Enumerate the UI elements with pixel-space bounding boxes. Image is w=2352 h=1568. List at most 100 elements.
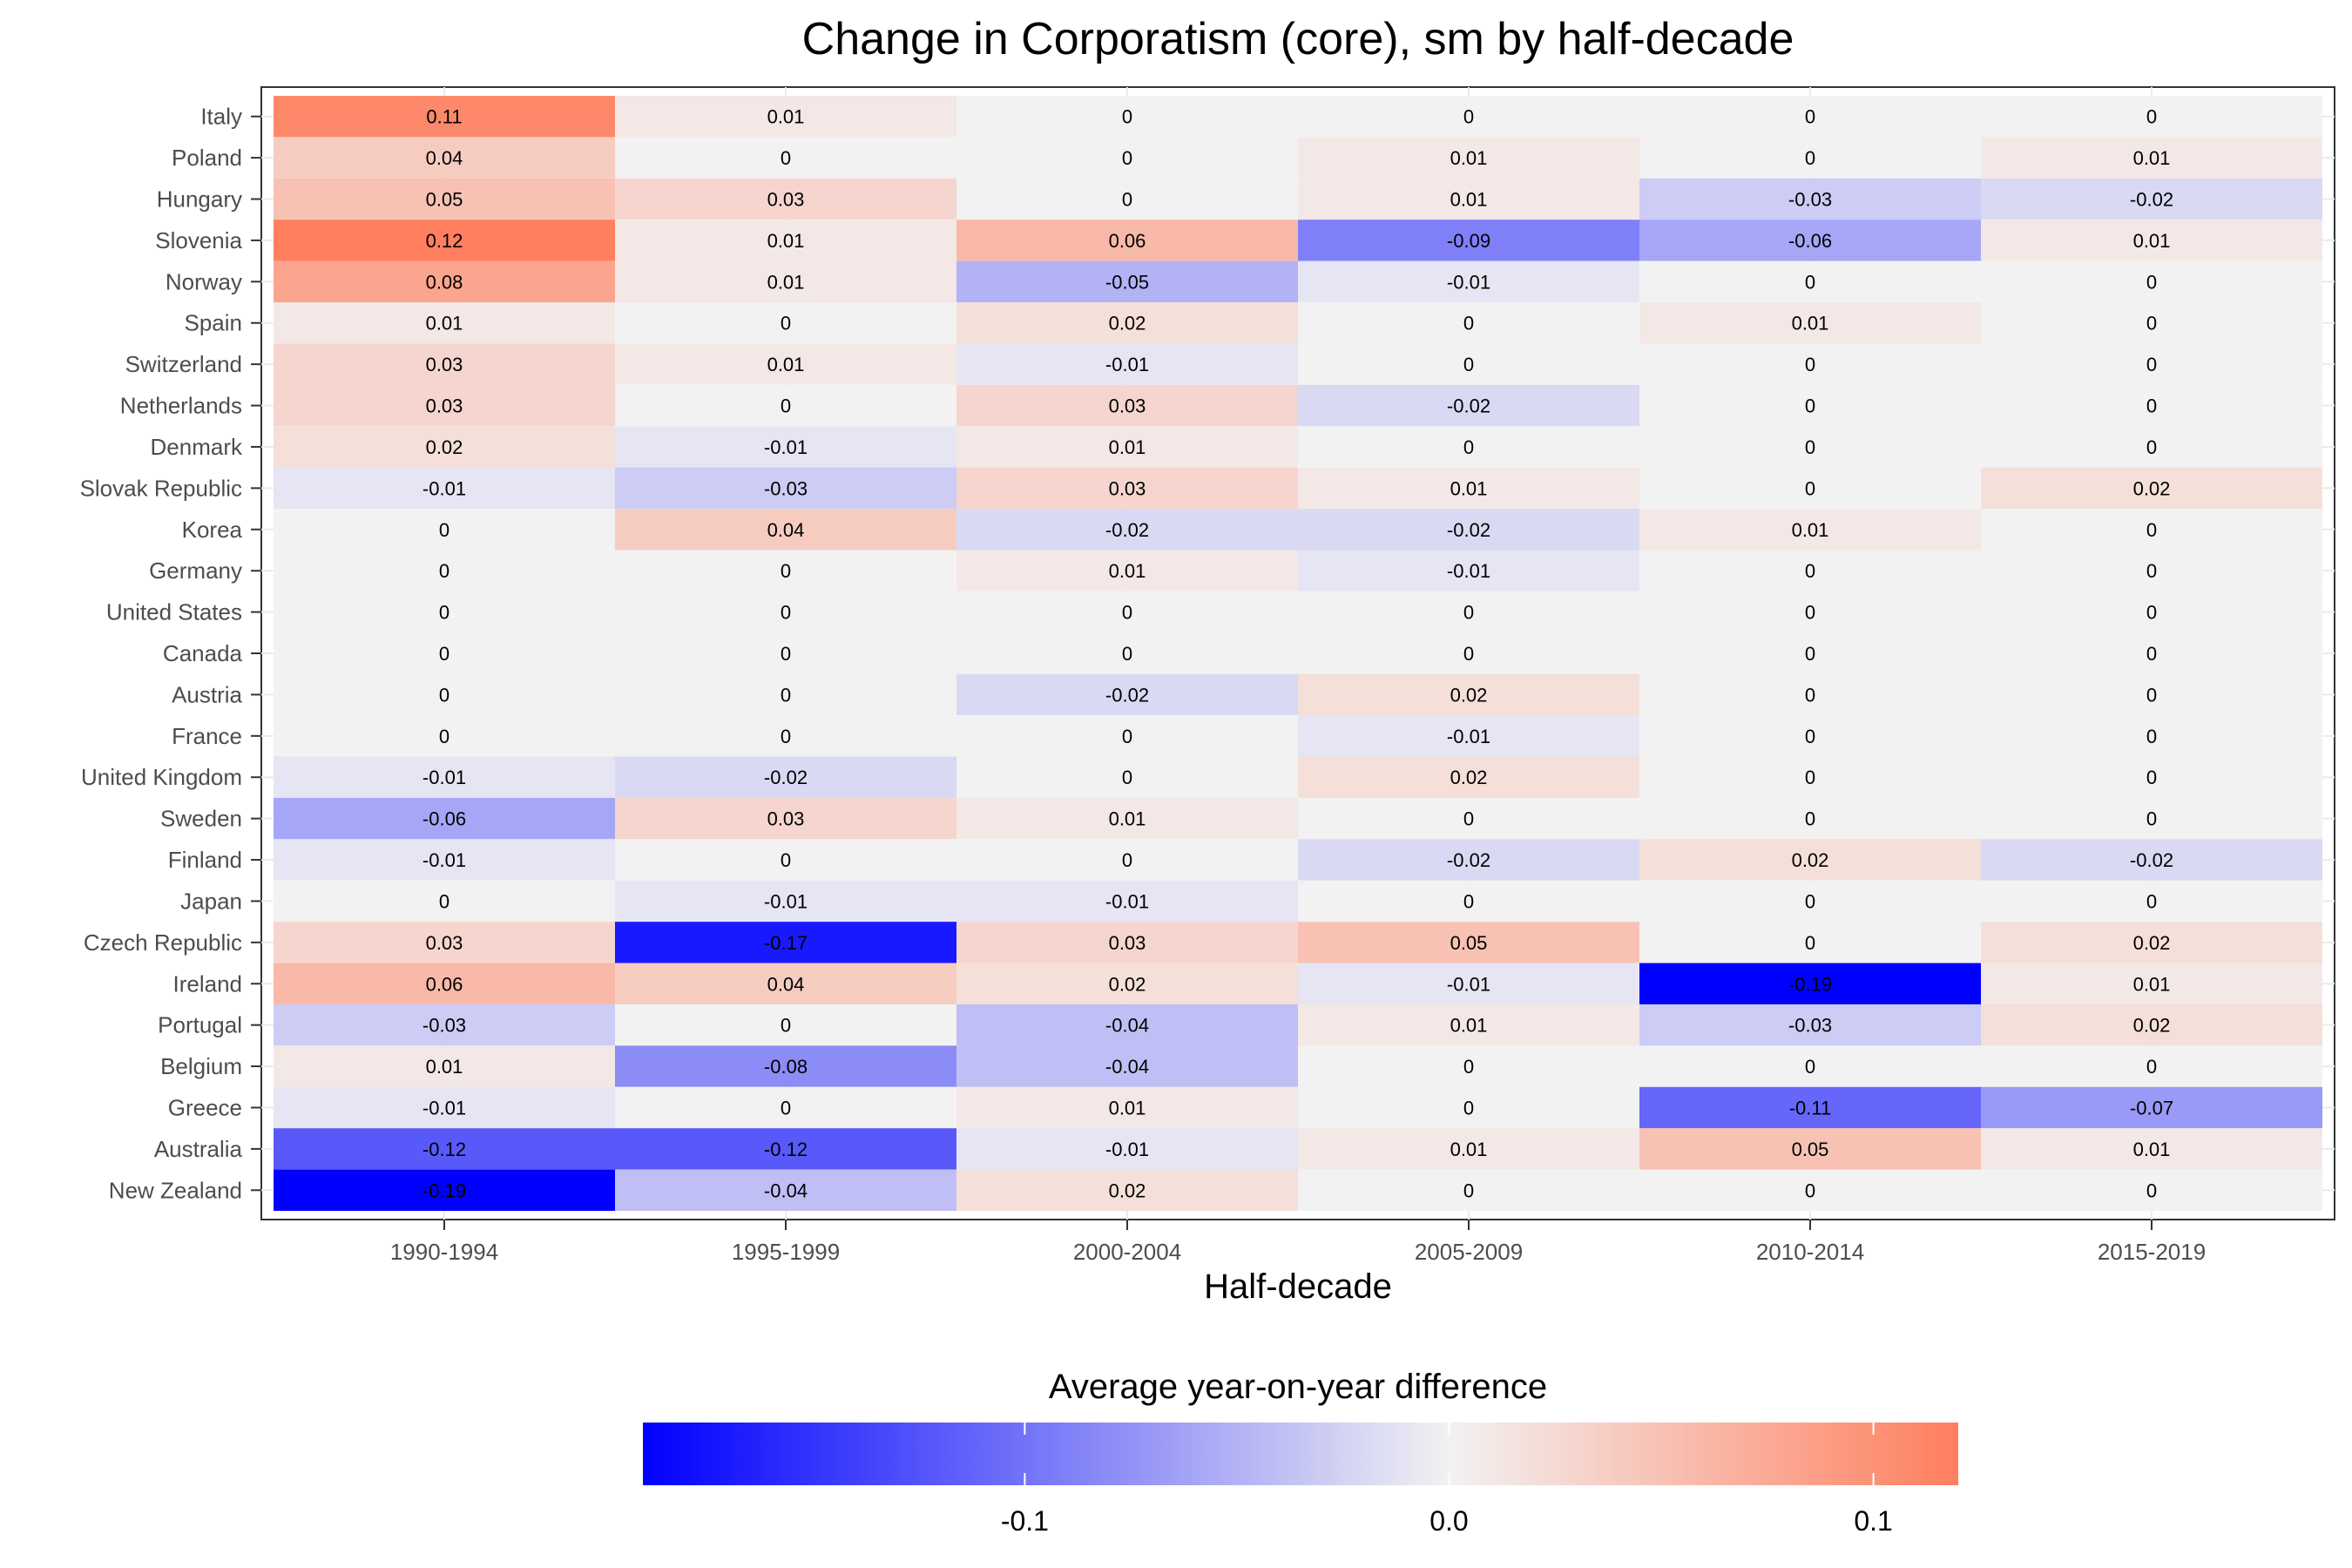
y-tick-label: Korea (182, 517, 243, 543)
heatmap-cell (615, 880, 956, 923)
cell-value-label: 0.01 (1792, 313, 1829, 335)
heatmap-cell (1981, 1045, 2322, 1087)
heatmap-cell (615, 591, 956, 633)
cell-value-label: -0.07 (2130, 1097, 2173, 1119)
cell-value-label: 0 (1805, 932, 1815, 954)
heatmap-cell (1981, 632, 2322, 674)
heatmap-cell (1298, 467, 1639, 510)
cell-value-label: 0.01 (767, 271, 805, 293)
heatmap-cell (956, 880, 1298, 923)
heatmap-cell (956, 137, 1298, 179)
heatmap-cell (1639, 137, 1981, 179)
heatmap-cell (956, 343, 1298, 385)
heatmap-cell (615, 1169, 956, 1211)
cell-value-label: 0.11 (426, 106, 462, 128)
cell-value-label: -0.01 (1447, 726, 1490, 747)
heatmap-cell (1981, 591, 2322, 633)
heatmap-cell (1981, 220, 2322, 261)
cell-value-label: 0.01 (767, 230, 805, 252)
heatmap-cell (1298, 550, 1639, 591)
cell-value-label: 0 (2146, 808, 2157, 830)
cell-value-label: -0.17 (764, 932, 808, 954)
cell-value-label: 0 (1805, 726, 1815, 747)
y-tick-label: Hungary (157, 186, 242, 213)
cell-value-label: 0.01 (1450, 147, 1488, 169)
heatmap-cell (1639, 509, 1981, 551)
heatmap-cell (956, 550, 1298, 591)
heatmap-cell (615, 260, 956, 303)
cell-value-label: 0 (439, 643, 449, 665)
legend-title: Average year-on-year difference (1049, 1368, 1547, 1406)
heatmap-cell (1639, 426, 1981, 468)
heatmap-cell (1298, 220, 1639, 261)
x-tick-label: 2010-2014 (1756, 1239, 1864, 1265)
heatmap-cell (956, 1004, 1298, 1046)
heatmap-cell (274, 715, 615, 757)
cell-value-label: 0.01 (1450, 189, 1488, 211)
cell-value-label: 0 (1463, 890, 1474, 912)
cell-value-label: 0 (1805, 147, 1815, 169)
cell-value-label: 0 (1463, 354, 1474, 375)
heatmap-cell (1639, 384, 1981, 427)
cell-value-label: 0.01 (2133, 230, 2171, 252)
heatmap-cell (1298, 1169, 1639, 1211)
heatmap-cell (1298, 343, 1639, 385)
cell-value-label: 0.02 (426, 436, 463, 458)
heatmap-cell (1639, 839, 1981, 881)
y-tick-label: Greece (168, 1094, 242, 1120)
cell-value-label: 0 (2146, 643, 2157, 665)
cell-value-label: -0.03 (1788, 189, 1832, 211)
heatmap-cell (274, 1004, 615, 1046)
heatmap-cell (1639, 302, 1981, 344)
y-tick-label: Finland (168, 847, 242, 873)
heatmap-cell (274, 509, 615, 551)
cell-value-label: 0 (1805, 354, 1815, 375)
cell-value-label: 0.01 (1109, 560, 1146, 582)
cell-value-label: 0.01 (1450, 1139, 1488, 1160)
x-tick-label: 2005-2009 (1415, 1239, 1523, 1265)
legend-tick-label: 0.1 (1854, 1505, 1892, 1537)
heatmap-cell (615, 96, 956, 138)
cell-value-label: 0.03 (767, 808, 805, 830)
cell-value-label: 0 (1122, 643, 1132, 665)
cell-value-label: 0 (1805, 436, 1815, 458)
heatmap-cell (1639, 220, 1981, 261)
cell-value-label: 0 (1805, 106, 1815, 128)
y-tick-label: Japan (180, 888, 242, 914)
cell-value-label: 0 (781, 684, 791, 706)
cell-value-label: 0.12 (426, 230, 463, 252)
cell-value-label: 0.02 (2133, 477, 2171, 499)
cell-value-label: 0 (1122, 602, 1132, 624)
cell-value-label: -0.01 (764, 436, 808, 458)
heatmap-cell (1639, 673, 1981, 716)
heatmap-cell (1639, 96, 1981, 138)
cell-value-label: 0.03 (1109, 932, 1146, 954)
color-legend: Average year-on-year difference -0.1 0.0 0… (643, 1368, 1958, 1537)
heatmap-cell (615, 220, 956, 261)
cell-value-label: 0 (1122, 106, 1132, 128)
x-tick-label: 2015-2019 (2098, 1239, 2206, 1265)
heatmap-cell (1639, 550, 1981, 591)
cell-value-label: -0.09 (1447, 230, 1490, 252)
cell-value-label: 0 (1805, 271, 1815, 293)
heatmap-cell (1981, 384, 2322, 427)
heatmap-cell (1981, 715, 2322, 757)
heatmap-cell (1981, 96, 2322, 138)
heatmap-cell (1298, 137, 1639, 179)
cell-value-label: 0.08 (426, 271, 463, 293)
heatmap-cell (615, 343, 956, 385)
heatmap-cell (1981, 550, 2322, 591)
cell-value-label: 0 (2146, 354, 2157, 375)
y-tick-label: Slovak Republic (80, 475, 242, 501)
cell-value-label: 0.03 (1109, 477, 1146, 499)
cell-value-label: -0.02 (1447, 519, 1490, 541)
heatmap-cell (1981, 1004, 2322, 1046)
x-axis-title: Half-decade (1204, 1267, 1392, 1306)
cell-value-label: 0.03 (426, 395, 463, 417)
heatmap-cell (274, 137, 615, 179)
heatmap-cell (1639, 1045, 1981, 1087)
cell-value-label: -0.02 (2130, 849, 2173, 871)
cell-value-label: 0.04 (767, 973, 805, 995)
cell-value-label: -0.19 (422, 1179, 466, 1201)
heatmap-cell (956, 839, 1298, 881)
